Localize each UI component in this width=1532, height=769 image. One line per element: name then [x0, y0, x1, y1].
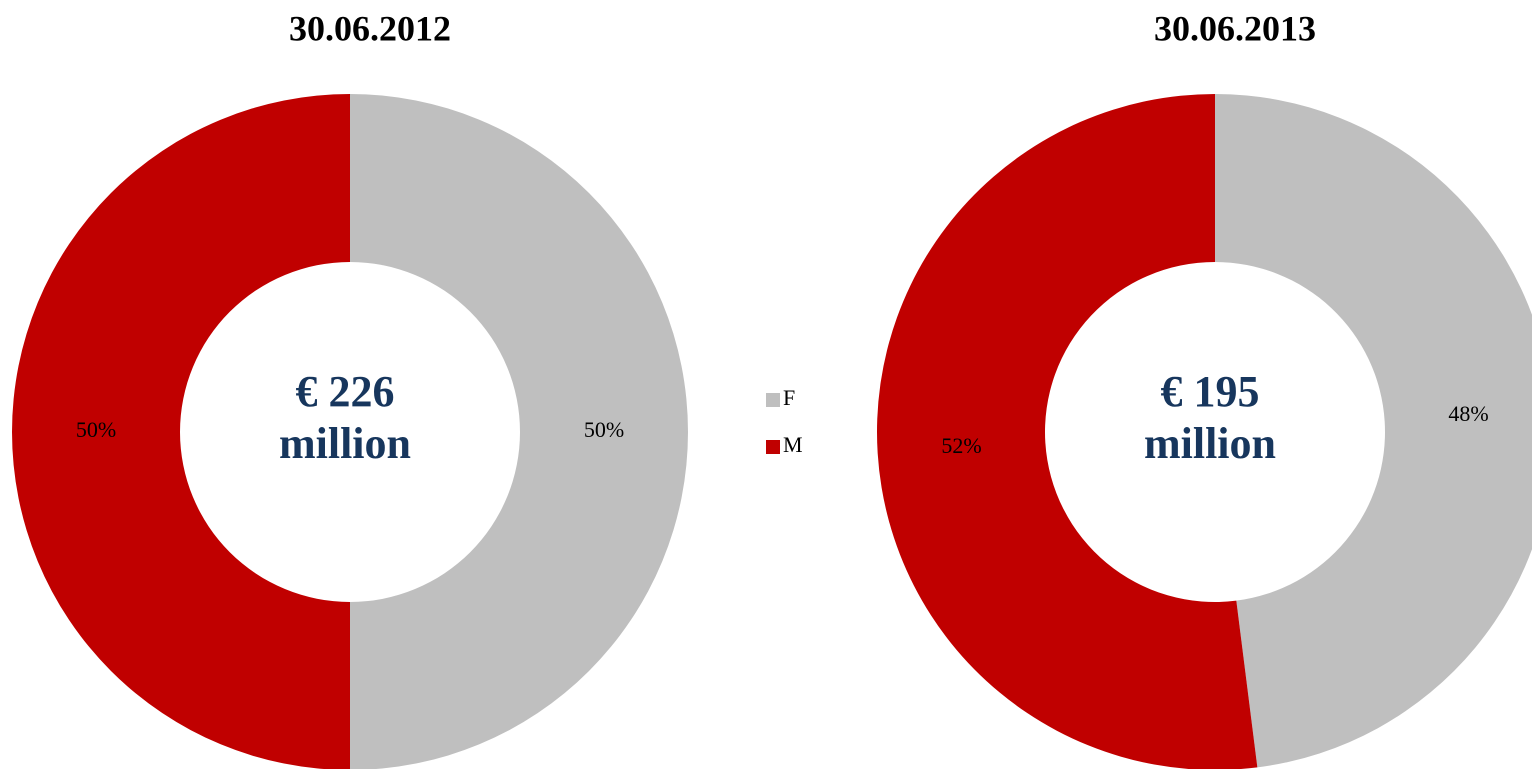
center-label: € 195 — [1161, 367, 1260, 416]
donut-segment — [350, 94, 688, 769]
center-label: million — [279, 419, 411, 468]
legend-swatch — [766, 440, 780, 454]
donut-segment — [12, 94, 350, 769]
center-label: million — [1144, 419, 1276, 468]
data-label: 48% — [1448, 401, 1488, 426]
legend-label: M — [783, 432, 803, 457]
data-label: 52% — [941, 433, 981, 458]
legend-label: F — [783, 385, 795, 410]
chart-title: 30.06.2013 — [1154, 8, 1316, 48]
donut-segment — [877, 94, 1258, 769]
chart-title: 30.06.2012 — [289, 8, 451, 48]
data-label: 50% — [76, 417, 116, 442]
legend-swatch — [766, 393, 780, 407]
center-label: € 226 — [296, 367, 395, 416]
data-label: 50% — [584, 417, 624, 442]
donut-segment — [1215, 94, 1532, 768]
